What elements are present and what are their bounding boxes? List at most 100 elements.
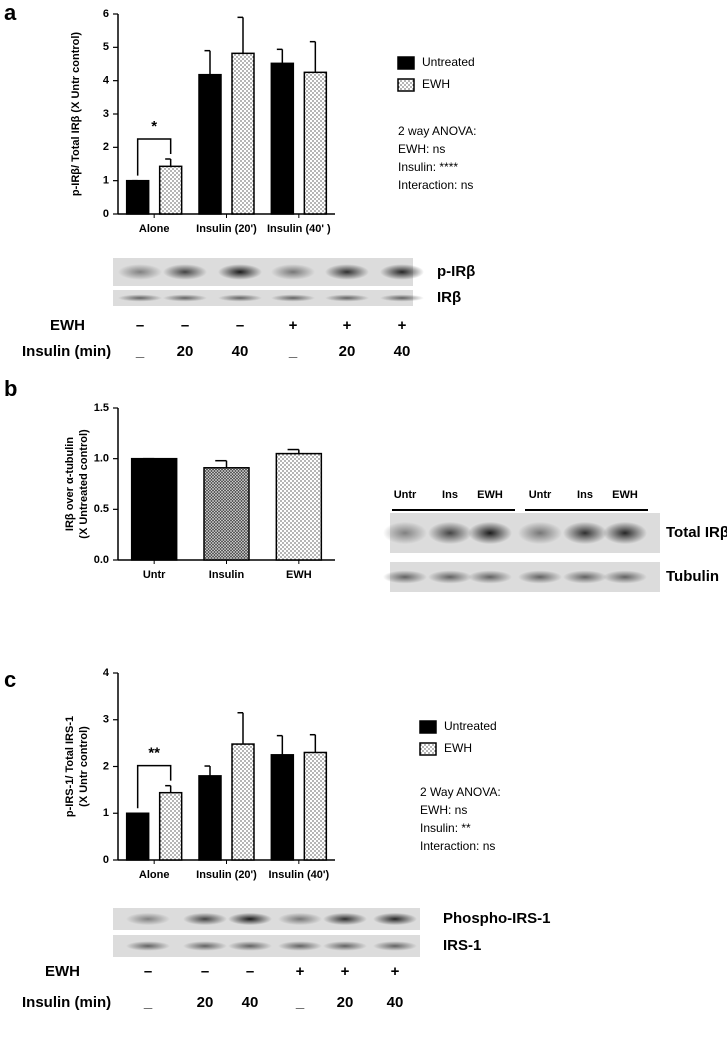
blot-strip bbox=[113, 290, 413, 306]
blot-band bbox=[468, 521, 512, 545]
legend-swatch bbox=[419, 742, 437, 756]
x-tick-label: Alone bbox=[139, 223, 170, 235]
lane-value: – bbox=[181, 317, 189, 334]
lane-value: 40 bbox=[394, 343, 411, 360]
bar bbox=[158, 165, 183, 215]
lane-value: _ bbox=[135, 343, 145, 360]
lane-value: 20 bbox=[197, 994, 214, 1011]
x-tick-label: Insulin (20') bbox=[196, 223, 257, 235]
significance-bracket bbox=[136, 138, 172, 176]
significance-label: * bbox=[151, 118, 157, 135]
legend-label: EWH bbox=[444, 741, 472, 755]
blot-band bbox=[218, 294, 262, 302]
band-label: IRS-1 bbox=[443, 937, 481, 954]
blot-band bbox=[428, 521, 472, 545]
y-tick-label: 1.0 bbox=[94, 453, 109, 465]
blot-band bbox=[518, 521, 562, 545]
blot-band bbox=[323, 941, 367, 951]
lane-label: Ins bbox=[442, 489, 458, 501]
blot-band bbox=[380, 264, 424, 280]
condition-label: Insulin (min) bbox=[22, 343, 111, 360]
lane-value: – bbox=[201, 963, 209, 980]
bar bbox=[130, 457, 178, 561]
blot-band bbox=[163, 294, 207, 302]
y-axis-label: p-IRS-1/ Total IRS-1 bbox=[64, 716, 76, 817]
band-label: Phospho-IRS-1 bbox=[443, 910, 551, 927]
lane-value: 20 bbox=[337, 994, 354, 1011]
blot-band bbox=[271, 264, 315, 280]
lane-value: _ bbox=[143, 994, 153, 1011]
bar bbox=[303, 71, 328, 215]
blot-band bbox=[603, 570, 647, 584]
blot-band bbox=[183, 912, 227, 926]
condition-label: EWH bbox=[45, 963, 80, 980]
condition-label: Insulin (min) bbox=[22, 994, 111, 1011]
y-tick-label: 0.5 bbox=[94, 503, 109, 515]
panel-letter: b bbox=[4, 376, 17, 401]
blot-band bbox=[118, 294, 162, 302]
y-axis-label: p-IRβ/ Total IRβ (X Untr control) bbox=[70, 32, 82, 196]
legend-label: Untreated bbox=[444, 719, 497, 733]
lane-value: + bbox=[343, 317, 352, 334]
y-tick-label: 6 bbox=[103, 8, 109, 20]
x-tick-label: Insulin (40' ) bbox=[267, 223, 331, 235]
blot-band bbox=[563, 521, 607, 545]
lane-value: + bbox=[391, 963, 400, 980]
blot-band bbox=[228, 941, 272, 951]
blot-band bbox=[118, 264, 162, 280]
significance-bracket bbox=[136, 764, 172, 809]
lane-value: – bbox=[144, 963, 152, 980]
y-tick-label: 2 bbox=[103, 760, 109, 772]
legend-swatch bbox=[397, 78, 415, 92]
blot-band bbox=[383, 521, 427, 545]
bar bbox=[198, 775, 222, 861]
lane-label: Untr bbox=[394, 489, 417, 501]
lane-label: EWH bbox=[612, 489, 638, 501]
lane-label: Ins bbox=[577, 489, 593, 501]
y-axis-label: (X Untreated control) bbox=[78, 429, 90, 539]
significance-label: ** bbox=[148, 745, 160, 762]
blot-band bbox=[183, 941, 227, 951]
lane-value: – bbox=[136, 317, 144, 334]
annotation: EWH: ns bbox=[420, 803, 467, 817]
legend-label: Untreated bbox=[422, 55, 475, 69]
y-tick-label: 4 bbox=[103, 667, 110, 679]
blot-band bbox=[428, 570, 472, 584]
y-tick-label: 0 bbox=[103, 854, 109, 866]
blot-band bbox=[126, 912, 170, 926]
lane-value: _ bbox=[295, 994, 305, 1011]
lane-value: + bbox=[289, 317, 298, 334]
blot-band bbox=[563, 570, 607, 584]
blot-band bbox=[518, 570, 562, 584]
bar bbox=[158, 791, 183, 861]
condition-label: EWH bbox=[50, 317, 85, 334]
band-label: Tubulin bbox=[666, 568, 719, 585]
y-tick-label: 1 bbox=[103, 175, 109, 187]
blot-band bbox=[603, 521, 647, 545]
x-tick-label: Insulin (20') bbox=[196, 869, 257, 881]
band-label: Total IRβ bbox=[666, 524, 727, 541]
legend-label: EWH bbox=[422, 77, 450, 91]
blot-band bbox=[163, 264, 207, 280]
y-axis-label: (X Untr control) bbox=[78, 726, 90, 807]
panel-letter: c bbox=[4, 667, 16, 692]
blot-band bbox=[218, 264, 262, 280]
y-tick-label: 0.0 bbox=[94, 554, 109, 566]
y-tick-label: 5 bbox=[103, 41, 109, 53]
bar bbox=[303, 751, 328, 861]
lane-value: – bbox=[246, 963, 254, 980]
bar bbox=[125, 812, 150, 861]
y-tick-label: 3 bbox=[103, 108, 109, 120]
y-tick-label: 2 bbox=[103, 141, 109, 153]
y-tick-label: 4 bbox=[103, 75, 110, 87]
lane-value: + bbox=[398, 317, 407, 334]
lane-value: 20 bbox=[177, 343, 194, 360]
band-label: IRβ bbox=[437, 289, 461, 306]
lane-value: _ bbox=[288, 343, 298, 360]
x-tick-label: EWH bbox=[286, 569, 312, 581]
lane-value: 40 bbox=[387, 994, 404, 1011]
blot-band bbox=[325, 294, 369, 302]
lane-label: EWH bbox=[477, 489, 503, 501]
lane-value: + bbox=[296, 963, 305, 980]
